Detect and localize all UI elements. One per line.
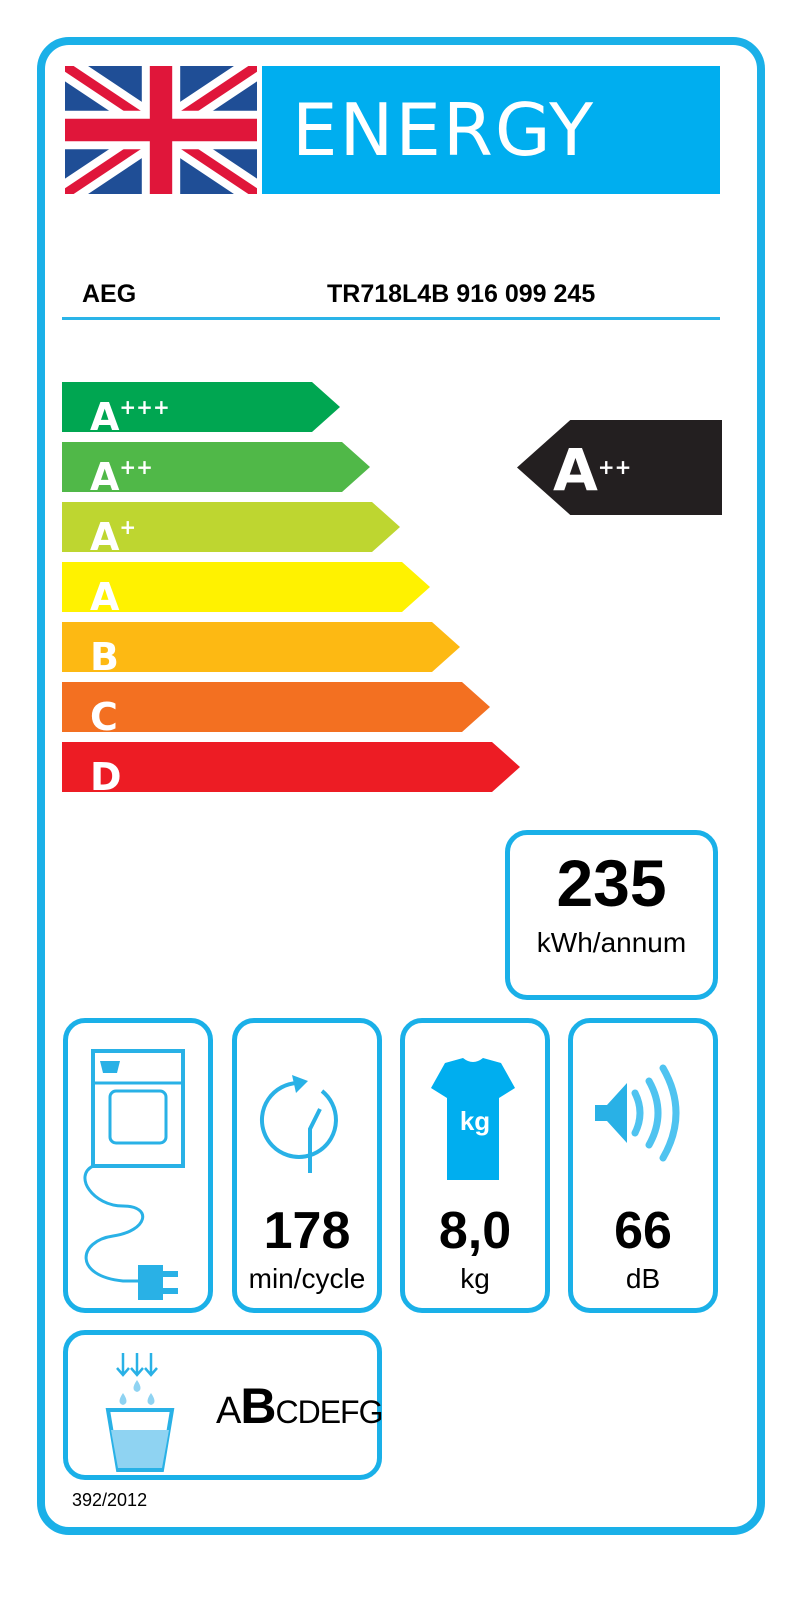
energy-class-bar: B xyxy=(62,622,460,672)
energy-class-bar: A++ xyxy=(62,442,370,492)
class-letter: A xyxy=(90,515,120,559)
consumption-unit: kWh/annum xyxy=(536,927,687,958)
condensation-class-e: E xyxy=(319,1394,341,1430)
class-letter: C xyxy=(90,695,118,739)
cycle-value: 178 xyxy=(263,1202,351,1260)
condensation-class-c: C xyxy=(275,1394,298,1430)
class-plus: + xyxy=(119,515,137,539)
uk-flag-icon xyxy=(65,66,257,194)
condensation-icon xyxy=(105,1353,175,1472)
model-identifier: TR718L4B 916 099 245 xyxy=(327,280,596,308)
consumption-value: 235 xyxy=(556,846,667,920)
noise-unit: dB xyxy=(625,1263,661,1294)
condensation-class-scale: ABCDEFG xyxy=(216,1377,384,1435)
noise-value: 66 xyxy=(614,1202,672,1260)
rating-plus: ++ xyxy=(597,455,632,479)
class-letter: D xyxy=(90,755,122,799)
timer-icon xyxy=(259,1075,338,1173)
supplier-name: AEG xyxy=(82,280,137,308)
energy-class-bar: A xyxy=(62,562,430,612)
divider xyxy=(62,317,720,320)
class-letter: A xyxy=(90,575,120,619)
speaker-icon xyxy=(595,1064,680,1162)
capacity-unit: kg xyxy=(460,1263,490,1294)
energy-class-bar: D xyxy=(62,742,520,792)
tshirt-icon: kg xyxy=(431,1058,515,1180)
condenser-dryer-plug-icon xyxy=(83,1049,185,1300)
label-frame xyxy=(37,37,765,1535)
cycle-time-box: 178 min/cycle xyxy=(232,1018,382,1313)
capacity-box: kg 8,0 kg xyxy=(400,1018,550,1313)
energy-class-bar: A+ xyxy=(62,502,400,552)
regulation-number: 392/2012 xyxy=(72,1490,148,1510)
capacity-value: 8,0 xyxy=(438,1202,512,1260)
energy-title: ENERGY xyxy=(262,66,720,194)
cycle-unit: min/cycle xyxy=(248,1263,366,1294)
class-plus: +++ xyxy=(119,395,170,419)
condensation-class-d: D xyxy=(297,1394,321,1430)
condensation-class-b: B xyxy=(240,1378,276,1434)
consumption-box: 235 kWh/annum xyxy=(505,830,718,1000)
condensation-class-f: F xyxy=(340,1394,360,1430)
condensation-box: ABCDEFG xyxy=(63,1330,384,1480)
energy-class-bar: A+++ xyxy=(62,382,340,432)
energy-class-bar: C xyxy=(62,682,490,732)
class-letter: B xyxy=(90,635,119,679)
class-letter: A xyxy=(90,395,120,439)
noise-box: 66 dB xyxy=(568,1018,718,1313)
kg-icon-text: kg xyxy=(460,1106,490,1136)
condensation-class-a: A xyxy=(216,1390,241,1432)
rating-class: A xyxy=(553,436,598,504)
dryer-type-box xyxy=(63,1018,213,1313)
class-plus: ++ xyxy=(119,455,153,479)
condensation-class-g: G xyxy=(358,1394,384,1430)
class-letter: A xyxy=(90,455,120,499)
